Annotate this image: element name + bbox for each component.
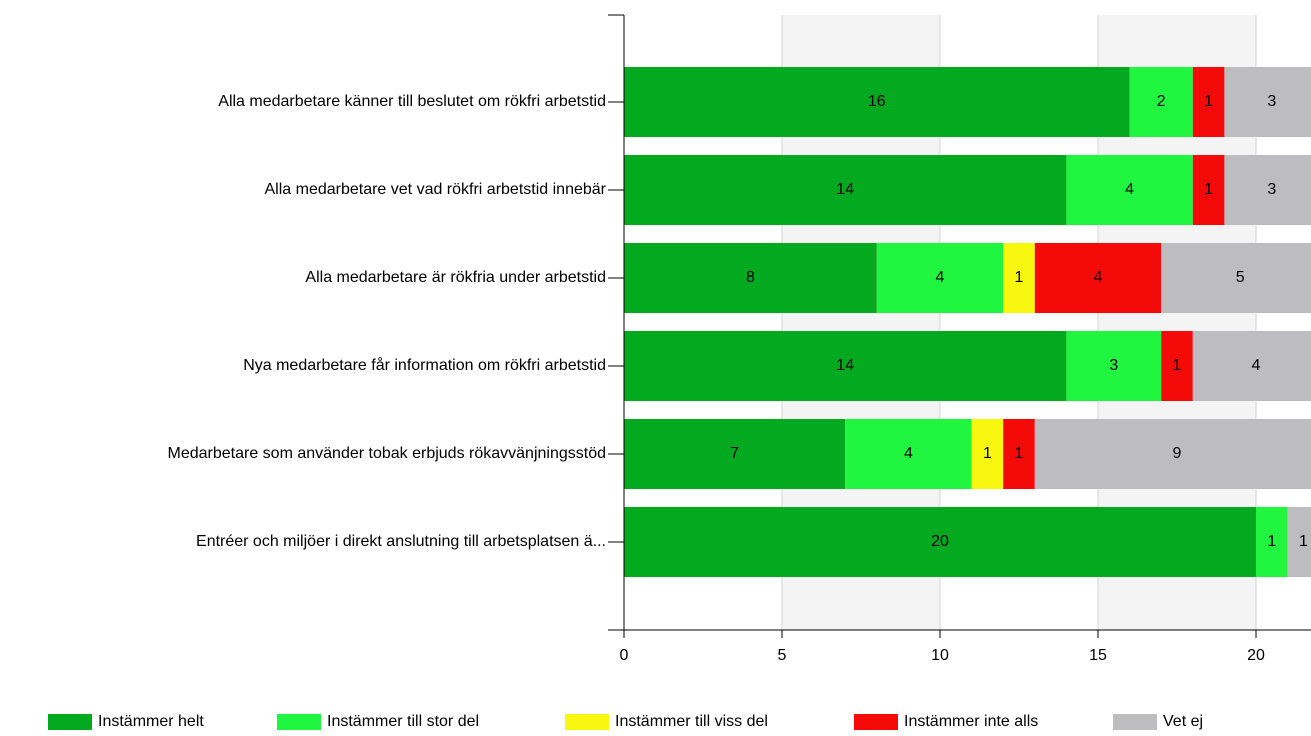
- bar-segment: [1034, 419, 1311, 489]
- legend-label: Vet ej: [1163, 713, 1203, 730]
- data-label: 4: [936, 269, 945, 286]
- bar-segment: [1192, 155, 1225, 225]
- bar-segment: [624, 507, 1257, 577]
- bar-segment: [624, 331, 1067, 401]
- legend-swatch: [854, 714, 898, 730]
- data-label: 4: [1252, 357, 1261, 374]
- data-label: 1: [1267, 533, 1276, 550]
- data-label: 3: [1267, 93, 1276, 110]
- y-tick-label: Medarbetare som använder tobak erbjuds r…: [168, 445, 606, 462]
- bar-segment: [1256, 507, 1288, 577]
- x-tick-label: 5: [778, 647, 787, 664]
- legend-label: Instämmer till viss del: [615, 713, 768, 730]
- x-tick-label: 15: [1089, 647, 1107, 664]
- bar-segment: [1003, 243, 1035, 313]
- data-label: 1: [1015, 445, 1024, 462]
- data-label: 1: [1299, 533, 1308, 550]
- legend-swatch: [1113, 714, 1157, 730]
- data-label: 1: [1204, 181, 1213, 198]
- data-label: 5: [1236, 269, 1245, 286]
- bar-segment: [971, 419, 1004, 489]
- bar-segment: [1034, 243, 1162, 313]
- y-tick-label: Alla medarbetare känner till beslutet om…: [218, 93, 606, 110]
- bar-segment: [1003, 419, 1035, 489]
- bar-segment: [1192, 331, 1311, 401]
- data-label: 1: [1204, 93, 1213, 110]
- bar-segment: [1224, 67, 1311, 137]
- data-label: 16: [868, 93, 886, 110]
- data-label: 3: [1267, 181, 1276, 198]
- data-label: 7: [730, 445, 739, 462]
- data-label: 4: [904, 445, 913, 462]
- y-tick-label: Alla medarbetare vet vad rökfri arbetsti…: [264, 181, 606, 198]
- legend-label: Instämmer helt: [98, 713, 204, 730]
- data-label: 8: [746, 269, 755, 286]
- legend-label: Instämmer inte alls: [904, 713, 1038, 730]
- bar-segment: [1192, 67, 1225, 137]
- y-tick-label: Entréer och miljöer i direkt anslutning …: [196, 533, 606, 550]
- legend-swatch: [277, 714, 321, 730]
- data-label: 3: [1109, 357, 1118, 374]
- data-label: 1: [1173, 357, 1182, 374]
- data-label: 4: [1125, 181, 1134, 198]
- legend-swatch: [48, 714, 92, 730]
- bar-segment: [1287, 507, 1311, 577]
- data-label: 9: [1173, 445, 1182, 462]
- bar-segment: [1161, 331, 1193, 401]
- bar-segment: [1066, 155, 1193, 225]
- bar-segment: [624, 243, 877, 313]
- legend-label: Instämmer till stor del: [327, 713, 479, 730]
- bar-segment: [624, 67, 1130, 137]
- bar-segment: [1129, 67, 1193, 137]
- bar-segment: [876, 243, 1004, 313]
- bar-segment: [1161, 243, 1311, 313]
- data-label: 1: [983, 445, 992, 462]
- y-tick-label: Alla medarbetare är rökfria under arbets…: [305, 269, 606, 286]
- data-label: 14: [836, 357, 854, 374]
- data-label: 20: [931, 533, 949, 550]
- bar-segment: [1224, 155, 1311, 225]
- bar-segment: [624, 419, 846, 489]
- legend-swatch: [565, 714, 609, 730]
- bar-segment: [1066, 331, 1162, 401]
- y-tick-label: Nya medarbetare får information om rökfr…: [243, 356, 606, 374]
- bar-segment: [624, 155, 1067, 225]
- bar-segment: [845, 419, 972, 489]
- data-label: 1: [1015, 269, 1024, 286]
- data-label: 14: [836, 181, 854, 198]
- data-label: 4: [1094, 269, 1103, 286]
- x-tick-label: 20: [1247, 647, 1265, 664]
- data-label: 2: [1157, 93, 1166, 110]
- x-tick-label: 0: [620, 647, 629, 664]
- x-tick-label: 10: [931, 647, 949, 664]
